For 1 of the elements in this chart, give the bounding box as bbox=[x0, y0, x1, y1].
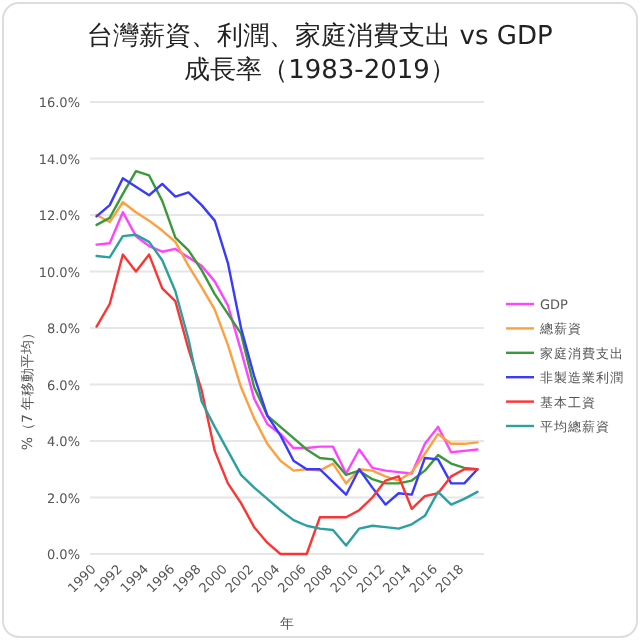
chart-title: 台灣薪資、利潤、家庭消費支出 vs GDP 成長率（1983-2019） bbox=[87, 20, 553, 86]
